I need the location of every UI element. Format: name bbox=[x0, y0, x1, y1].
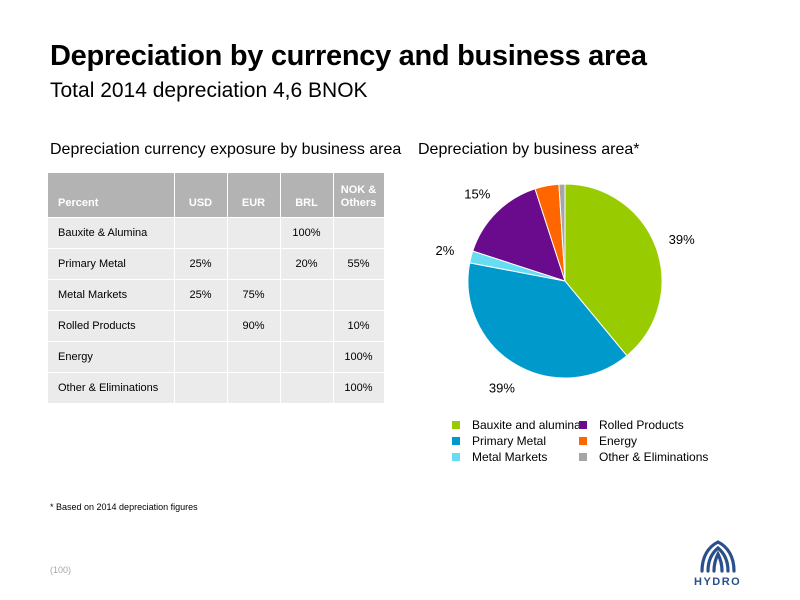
table-cell bbox=[333, 216, 385, 248]
table-caption: Depreciation currency exposure by busine… bbox=[50, 141, 402, 158]
page-subtitle: Total 2014 depreciation 4,6 BNOK bbox=[50, 79, 368, 102]
table-row: Other & Eliminations 100% bbox=[48, 371, 385, 403]
table-cell: 100% bbox=[333, 371, 385, 403]
pie-slice-other-eliminations bbox=[558, 183, 566, 282]
legend-label: Rolled Products bbox=[599, 418, 684, 432]
column-header-eur: EUR bbox=[227, 173, 281, 217]
table-cell bbox=[227, 340, 281, 372]
legend-label: Energy bbox=[599, 434, 638, 448]
pie-data-label: 39% bbox=[489, 381, 515, 396]
table-cell: 25% bbox=[174, 247, 228, 279]
legend-swatch bbox=[452, 421, 460, 429]
table-cell: 55% bbox=[333, 247, 385, 279]
legend-label: Metal Markets bbox=[472, 450, 548, 464]
table-row: Metal Markets 25% 75% bbox=[48, 278, 385, 310]
row-label: Metal Markets bbox=[48, 278, 175, 310]
row-label: Energy bbox=[48, 340, 175, 372]
pie-slice-bauxite-and-alumina bbox=[564, 183, 663, 357]
table-cell bbox=[333, 278, 385, 310]
row-label: Primary Metal bbox=[48, 247, 175, 279]
column-header-usd: USD bbox=[174, 173, 228, 217]
legend-swatch bbox=[579, 453, 587, 461]
row-label: Rolled Products bbox=[48, 309, 175, 341]
legend-swatch bbox=[579, 421, 587, 429]
legend-label: Primary Metal bbox=[472, 434, 547, 448]
table-cell bbox=[227, 247, 281, 279]
pie-chart: 39%39%2%15%4%1% bbox=[435, 183, 695, 396]
pie-data-label: 2% bbox=[435, 243, 454, 258]
table-cell bbox=[280, 278, 334, 310]
chart-title: Depreciation by business area* bbox=[418, 141, 640, 158]
logo-text: HYDRO bbox=[694, 576, 742, 588]
table-cell: 25% bbox=[174, 278, 228, 310]
legend-item: Energy bbox=[579, 434, 637, 448]
table-row: Rolled Products 90% 10% bbox=[48, 309, 385, 341]
table-cell bbox=[227, 371, 281, 403]
legend-item: Metal Markets bbox=[452, 450, 547, 464]
hydro-logo-icon bbox=[700, 540, 736, 573]
table-cell bbox=[174, 340, 228, 372]
legend-swatch bbox=[452, 437, 460, 445]
row-label: Bauxite & Alumina bbox=[48, 216, 175, 248]
legend-label: Bauxite and alumina bbox=[472, 418, 581, 432]
legend-item: Primary Metal bbox=[452, 434, 546, 448]
pie-slice-primary-metal bbox=[467, 262, 628, 379]
table-row: Bauxite & Alumina 100% bbox=[48, 216, 385, 248]
pie-data-label: 39% bbox=[669, 232, 695, 247]
table-cell: 20% bbox=[280, 247, 334, 279]
table-cell: 100% bbox=[333, 340, 385, 372]
table-cell bbox=[174, 216, 228, 248]
legend-item: Rolled Products bbox=[579, 418, 684, 432]
currency-exposure-table: Percent USD EUR BRL NOK & Others Bauxite… bbox=[48, 173, 385, 403]
pie-data-label: 15% bbox=[464, 186, 490, 201]
table-header-row: Percent USD EUR BRL NOK & Others bbox=[48, 173, 385, 217]
table-row: Energy 100% bbox=[48, 340, 385, 372]
pie-slice-rolled-products bbox=[472, 188, 566, 282]
legend-swatch bbox=[579, 437, 587, 445]
column-header-percent: Percent bbox=[48, 173, 175, 217]
table-cell bbox=[174, 371, 228, 403]
table-row: Primary Metal 25% 20% 55% bbox=[48, 247, 385, 279]
table-cell: 90% bbox=[227, 309, 281, 341]
page-number: (100) bbox=[50, 565, 72, 575]
legend-swatch bbox=[452, 453, 460, 461]
page-title: Depreciation by currency and business ar… bbox=[50, 40, 647, 72]
table-cell: 10% bbox=[333, 309, 385, 341]
table-cell bbox=[174, 309, 228, 341]
table-cell: 75% bbox=[227, 278, 281, 310]
column-header-nok-others: NOK & Others bbox=[333, 173, 385, 217]
table-cell bbox=[280, 340, 334, 372]
table-cell bbox=[280, 371, 334, 403]
table-cell bbox=[280, 309, 334, 341]
column-header-brl: BRL bbox=[280, 173, 334, 217]
row-label: Other & Eliminations bbox=[48, 371, 175, 403]
table-cell bbox=[227, 216, 281, 248]
footnote: * Based on 2014 depreciation figures bbox=[50, 502, 198, 512]
legend-label: Other & Eliminations bbox=[599, 450, 709, 464]
legend-item: Bauxite and alumina bbox=[452, 418, 581, 432]
legend-item: Other & Eliminations bbox=[579, 450, 708, 464]
table-cell: 100% bbox=[280, 216, 334, 248]
